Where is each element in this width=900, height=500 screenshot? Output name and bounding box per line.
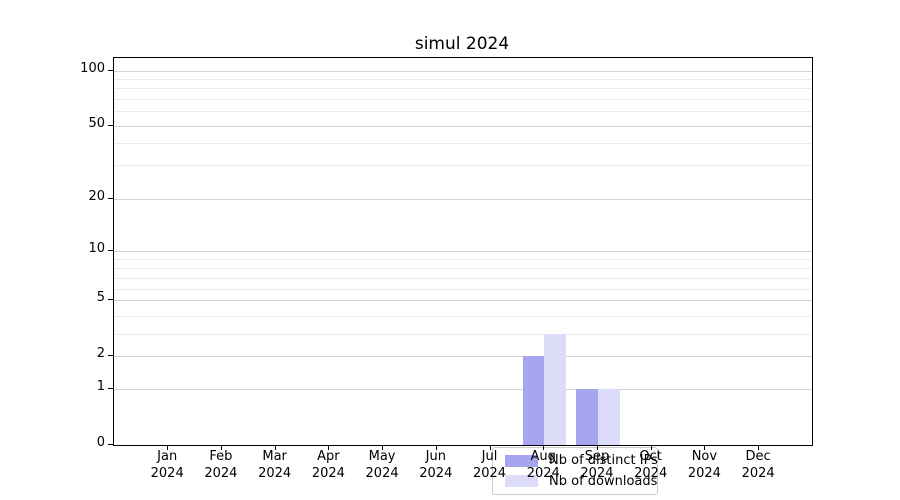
gridline-minor-7 <box>114 278 812 279</box>
x-tick-feb-2024 <box>220 445 222 450</box>
y-tick-label-5: 5 <box>96 290 105 305</box>
legend-label-downloads: Nb of downloads <box>549 473 658 489</box>
x-tick-label-sep-2024: Sep 2024 <box>580 449 614 481</box>
x-tick-may-2024 <box>382 445 384 450</box>
y-tick-label-50: 50 <box>88 116 105 131</box>
x-tick-label-mar-2024: Mar 2024 <box>258 449 292 481</box>
y-tick-20 <box>108 198 113 199</box>
y-tick-label-10: 10 <box>88 241 105 256</box>
chart-title: simul 2024 <box>414 34 510 54</box>
gridline-minor-90 <box>114 79 812 80</box>
y-tick-label-1: 1 <box>96 379 105 394</box>
legend: Nb of distinct IPs Nb of downloads <box>492 447 658 495</box>
gridline-minor-3 <box>114 334 812 335</box>
y-tick-100 <box>108 70 113 71</box>
y-tick-50 <box>108 125 113 126</box>
x-tick-label-aug-2024: Aug 2024 <box>526 449 560 481</box>
gridline-minor-40 <box>114 143 812 144</box>
x-tick-mar-2024 <box>274 445 276 450</box>
x-tick-label-nov-2024: Nov 2024 <box>687 449 721 481</box>
legend-item-distinct-ips: Nb of distinct IPs <box>505 453 658 469</box>
y-tick-10 <box>108 250 113 251</box>
y-tick-2 <box>108 355 113 356</box>
gridline-minor-8 <box>114 268 812 269</box>
gridline-minor-70 <box>114 99 812 100</box>
gridline-minor-6 <box>114 289 812 290</box>
x-tick-label-may-2024: May 2024 <box>365 449 399 481</box>
gridline-major-2 <box>114 356 812 357</box>
gridline-major-1 <box>114 389 812 390</box>
bar-downloads-aug-2024 <box>544 334 566 445</box>
x-tick-dec-2024 <box>758 445 760 450</box>
gridline-minor-60 <box>114 111 812 112</box>
gridline-minor-9 <box>114 259 812 260</box>
gridline-major-20 <box>114 199 812 200</box>
x-tick-nov-2024 <box>704 445 706 450</box>
bar-distinct-ips-sep-2024 <box>576 389 598 445</box>
gridline-minor-30 <box>114 165 812 166</box>
bar-downloads-sep-2024 <box>597 389 620 445</box>
y-tick-label-20: 20 <box>88 189 105 204</box>
gridline-minor-80 <box>114 88 812 89</box>
x-tick-label-feb-2024: Feb 2024 <box>204 449 238 481</box>
x-tick-label-apr-2024: Apr 2024 <box>311 449 345 481</box>
x-tick-label-jul-2024: Jul 2024 <box>472 449 507 481</box>
x-tick-label-jan-2024: Jan 2024 <box>150 449 184 481</box>
x-tick-apr-2024 <box>328 445 330 450</box>
gridline-major-5 <box>114 300 812 301</box>
y-tick-label-2: 2 <box>96 346 105 361</box>
x-tick-jan-2024 <box>167 445 169 450</box>
x-tick-jun-2024 <box>435 445 437 450</box>
legend-swatch-distinct-ips <box>505 454 538 467</box>
y-tick-label-100: 100 <box>80 61 105 76</box>
x-tick-label-oct-2024: Oct 2024 <box>634 449 668 481</box>
gridline-major-50 <box>114 126 812 127</box>
y-tick-0 <box>108 444 113 445</box>
x-tick-label-jun-2024: Jun 2024 <box>419 449 453 481</box>
x-tick-aug-2024 <box>543 445 545 450</box>
x-tick-jul-2024 <box>489 445 491 450</box>
bar-distinct-ips-aug-2024 <box>522 356 545 445</box>
plot-area: Nb of distinct IPs Nb of downloads <box>113 57 813 495</box>
y-tick-5 <box>108 299 113 300</box>
x-tick-oct-2024 <box>650 445 652 450</box>
gridline-major-10 <box>114 251 812 252</box>
legend-swatch-downloads <box>505 475 538 488</box>
x-tick-label-dec-2024: Dec 2024 <box>741 449 775 481</box>
x-tick-sep-2024 <box>596 445 598 450</box>
legend-label-distinct-ips: Nb of distinct IPs <box>549 453 658 469</box>
y-tick-1 <box>108 388 113 389</box>
gridline-major-100 <box>114 71 812 72</box>
legend-item-downloads: Nb of downloads <box>505 474 657 489</box>
y-tick-label-0: 0 <box>96 435 105 450</box>
gridline-minor-4 <box>114 316 812 317</box>
